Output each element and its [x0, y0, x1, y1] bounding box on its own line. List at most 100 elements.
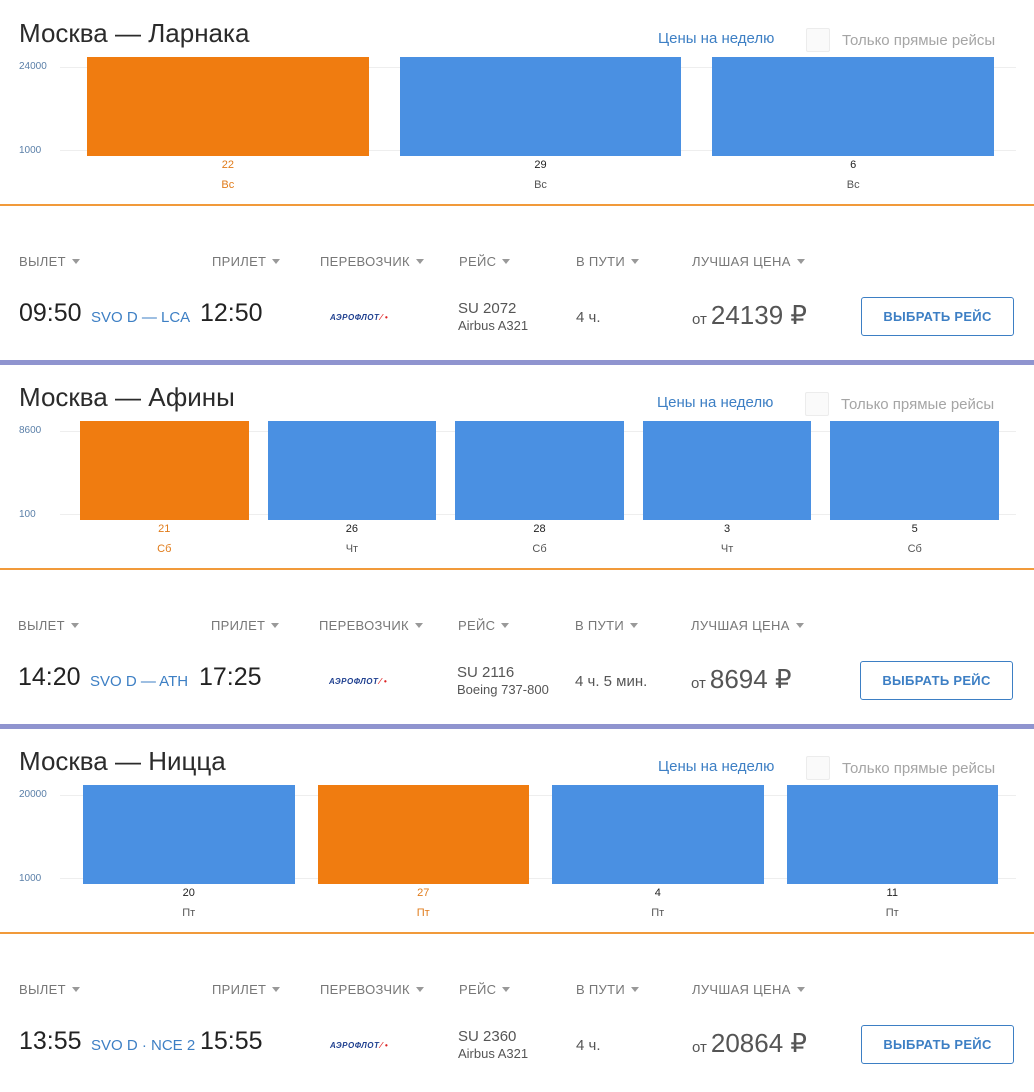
departure-time: 09:50	[19, 299, 82, 327]
x-date-label: 20	[182, 887, 195, 899]
sort-best-price-header[interactable]: ЛУЧШАЯ ЦЕНА	[692, 254, 805, 269]
price-from-label: от	[692, 311, 707, 328]
carrier-logo-text: АЭРОФЛОТ	[329, 677, 379, 686]
carrier-logo: АЭРОФЛОТ⁄ •	[329, 677, 387, 686]
aeroflot-icon: •	[381, 677, 388, 686]
column-header-label: ПРИЛЕТ	[211, 618, 266, 633]
sort-duration-header[interactable]: В ПУТИ	[575, 618, 638, 633]
sort-arrival-header[interactable]: ПРИЛЕТ	[212, 254, 281, 269]
sort-carrier-header[interactable]: ПЕРЕВОЗЧИК	[320, 254, 424, 269]
direct-only-checkbox[interactable]	[806, 28, 830, 52]
column-header-label: ЛУЧШАЯ ЦЕНА	[692, 982, 791, 997]
chart-bar[interactable]	[80, 421, 249, 520]
select-flight-button[interactable]: ВЫБРАТЬ РЕЙС	[860, 661, 1013, 700]
x-date-label: 21	[158, 523, 171, 535]
arrival-time: 12:50	[200, 299, 263, 327]
aeroflot-icon: •	[382, 1041, 389, 1050]
x-day-label: Сб	[532, 543, 547, 555]
sort-carrier-header[interactable]: ПЕРЕВОЗЧИК	[320, 982, 424, 997]
route-block: Москва — Афины Цены на неделю Только прямы…	[0, 364, 1034, 729]
sort-flight-header[interactable]: РЕЙС	[459, 254, 511, 269]
y-tick-label: 100	[19, 509, 36, 520]
chart-bar[interactable]	[317, 785, 529, 884]
column-header-label: ПРИЛЕТ	[212, 982, 267, 997]
chart-bar[interactable]	[712, 57, 994, 156]
sort-carrier-header[interactable]: ПЕРЕВОЗЧИК	[319, 618, 423, 633]
direct-only-toggle[interactable]: Только прямые рейсы	[805, 392, 994, 416]
select-flight-button[interactable]: ВЫБРАТЬ РЕЙС	[861, 1025, 1014, 1064]
direct-only-toggle[interactable]: Только прямые рейсы	[806, 28, 995, 52]
column-header-label: ВЫЛЕТ	[19, 254, 66, 269]
sort-best-price-header[interactable]: ЛУЧШАЯ ЦЕНА	[691, 618, 804, 633]
route-separator	[0, 360, 1034, 365]
arrival-time: 17:25	[199, 663, 262, 691]
sort-departure-header[interactable]: ВЫЛЕТ	[19, 982, 80, 997]
flight-duration: 4 ч. 5 мин.	[575, 673, 648, 690]
price-chart: 24000 1000 22 Вс 29 Вс 6 Вс	[0, 0, 1034, 205]
caret-down-icon	[796, 987, 805, 992]
chart-bar[interactable]	[267, 421, 437, 520]
caret-down-icon	[630, 987, 639, 992]
wing-icon: ⁄	[379, 677, 382, 686]
caret-down-icon	[70, 623, 79, 628]
aircraft-type: Airbus A321	[458, 1046, 529, 1061]
column-header-label: ПЕРЕВОЗЧИК	[320, 254, 410, 269]
y-tick-label: 20000	[19, 789, 47, 800]
price-value: 8694 ₽	[709, 664, 792, 694]
column-header-label: В ПУТИ	[576, 982, 625, 997]
sort-departure-header[interactable]: ВЫЛЕТ	[19, 254, 80, 269]
caret-down-icon	[501, 623, 510, 628]
x-date-label: 22	[221, 159, 234, 171]
sort-flight-header[interactable]: РЕЙС	[459, 982, 511, 997]
week-prices-link[interactable]: Цены на неделю	[658, 30, 775, 47]
chart-bar[interactable]	[786, 785, 998, 884]
price-from-label: от	[691, 675, 706, 692]
column-header-label: ПЕРЕВОЗЧИК	[319, 618, 409, 633]
caret-down-icon	[795, 623, 804, 628]
price-chart: 20000 1000 20 Пт 27 Пт 4 Пт 11 Пт	[0, 728, 1034, 933]
chart-bar[interactable]	[455, 421, 624, 520]
chart-bar[interactable]	[642, 421, 812, 520]
x-day-label: Вс	[846, 179, 860, 191]
flight-duration: 4 ч.	[576, 309, 601, 326]
chart-bar[interactable]	[830, 421, 999, 520]
carrier-logo-text: АЭРОФЛОТ	[330, 313, 380, 322]
select-flight-label: ВЫБРАТЬ РЕЙС	[882, 673, 991, 688]
caret-down-icon	[796, 259, 805, 264]
sort-arrival-header[interactable]: ПРИЛЕТ	[212, 982, 281, 997]
chart-bar[interactable]	[399, 57, 682, 156]
sort-arrival-header[interactable]: ПРИЛЕТ	[211, 618, 280, 633]
select-flight-label: ВЫБРАТЬ РЕЙС	[883, 309, 992, 324]
column-header-label: ЛУЧШАЯ ЦЕНА	[691, 618, 790, 633]
caret-down-icon	[502, 259, 511, 264]
x-day-label: Сб	[157, 543, 172, 555]
chart-bar[interactable]	[87, 57, 369, 156]
direct-only-checkbox[interactable]	[806, 756, 830, 780]
direct-only-checkbox[interactable]	[805, 392, 829, 416]
sort-duration-header[interactable]: В ПУТИ	[576, 254, 639, 269]
caret-down-icon	[502, 987, 511, 992]
x-day-label: Пт	[182, 907, 196, 919]
route-title: Москва — Ницца	[19, 746, 226, 776]
x-date-label: 5	[911, 523, 918, 535]
caret-down-icon	[630, 259, 639, 264]
week-prices-link[interactable]: Цены на неделю	[657, 394, 774, 411]
week-prices-link[interactable]: Цены на неделю	[658, 758, 775, 775]
sort-flight-header[interactable]: РЕЙС	[458, 618, 510, 633]
sort-duration-header[interactable]: В ПУТИ	[576, 982, 639, 997]
caret-down-icon	[414, 623, 423, 628]
price-chart: 8600 100 21 Сб 26 Чт 28 Сб 3 Чт 5 Сб	[0, 364, 1034, 569]
x-day-label: Пт	[416, 907, 430, 919]
carrier-logo: АЭРОФЛОТ⁄ •	[330, 313, 388, 322]
price-value: 20864 ₽	[710, 1028, 807, 1058]
direct-only-toggle[interactable]: Только прямые рейсы	[806, 756, 995, 780]
x-day-label: Чт	[345, 543, 359, 555]
chart-bar[interactable]	[83, 785, 295, 884]
sort-departure-header[interactable]: ВЫЛЕТ	[18, 618, 79, 633]
caret-down-icon	[71, 987, 80, 992]
aircraft-type: Airbus A321	[458, 318, 529, 333]
select-flight-button[interactable]: ВЫБРАТЬ РЕЙС	[861, 297, 1014, 336]
route-block: Москва — Ларнака Цены на неделю Только пря…	[0, 0, 1034, 365]
chart-bar[interactable]	[552, 785, 764, 884]
sort-best-price-header[interactable]: ЛУЧШАЯ ЦЕНА	[692, 982, 805, 997]
